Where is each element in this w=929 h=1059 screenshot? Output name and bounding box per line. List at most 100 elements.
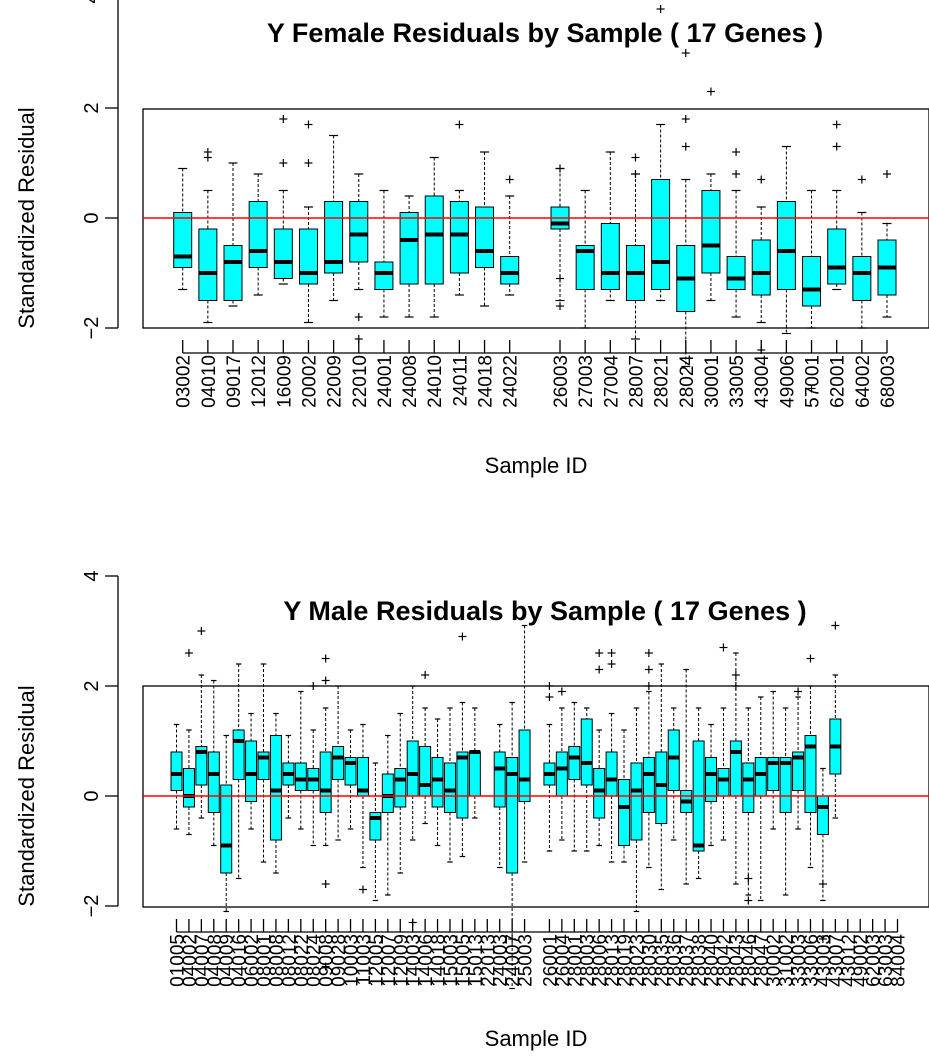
- box: [729, 652, 742, 885]
- box: [580, 707, 593, 852]
- outlier-point: [681, 115, 690, 123]
- x-tick-label: 04002: [180, 934, 201, 987]
- box-iqr: [456, 751, 469, 819]
- x-tick-label: 26001: [540, 934, 561, 987]
- outlier-point: [644, 682, 653, 690]
- box: [754, 696, 767, 902]
- outlier-point: [681, 49, 690, 57]
- x-tick-label: 24018: [476, 355, 497, 408]
- outlier-point: [595, 665, 604, 674]
- outlier-point: [732, 170, 741, 178]
- y-tick-label: 0: [81, 790, 103, 801]
- box: [257, 663, 270, 863]
- box: [751, 175, 771, 354]
- box: [701, 87, 721, 302]
- outlier-point: [607, 660, 616, 668]
- box: [493, 723, 506, 869]
- box: [332, 685, 345, 841]
- box-iqr: [319, 751, 332, 813]
- box: [625, 153, 645, 340]
- outlier-point: [595, 649, 604, 657]
- outlier-point: [631, 170, 640, 178]
- box: [344, 729, 357, 830]
- x-tick-label: 84004: [889, 934, 910, 987]
- outlier-point: [607, 649, 616, 657]
- x-axis: 0100504002040070400804009040160600208001…: [168, 919, 910, 987]
- x-tick-label: 28046: [739, 934, 760, 987]
- box-iqr: [273, 228, 293, 279]
- outlier-point: [757, 175, 766, 184]
- box-iqr: [406, 740, 419, 797]
- x-tick-label: 28013: [603, 934, 624, 987]
- x-tick-label: 14003: [404, 934, 425, 987]
- box-iqr: [248, 201, 268, 268]
- x-tick-label: 08022: [292, 934, 313, 987]
- outlier-point: [556, 164, 565, 173]
- box-iqr: [381, 773, 394, 813]
- box: [776, 145, 796, 335]
- box: [356, 723, 369, 894]
- box: [374, 189, 394, 318]
- x-tick-label: 33005: [727, 355, 748, 408]
- outlier-point: [508, 935, 517, 943]
- box: [269, 712, 282, 874]
- box: [182, 649, 195, 836]
- outlier-point: [321, 880, 330, 888]
- outlier-point: [857, 175, 866, 184]
- box: [443, 707, 456, 863]
- x-axis: 03002 04010 09017 12012 16009 20002 22009 22010…: [174, 340, 899, 408]
- box: [475, 151, 495, 307]
- x-tick-label: 04010: [199, 355, 220, 408]
- box-iqr: [269, 735, 282, 841]
- box-iqr: [493, 751, 506, 808]
- outlier-point: [807, 384, 816, 393]
- x-tick-label: 43012: [839, 934, 860, 987]
- box-iqr: [369, 812, 382, 841]
- outlier-point: [545, 693, 554, 701]
- x-tick-label: 62003: [864, 934, 885, 987]
- box: [726, 148, 746, 318]
- box: [207, 679, 220, 847]
- outlier-point: [706, 87, 715, 96]
- box: [630, 707, 643, 913]
- box: [829, 621, 842, 819]
- box: [543, 682, 556, 852]
- box-iqr: [399, 212, 419, 285]
- box: [767, 690, 780, 830]
- outlier-point: [731, 671, 740, 679]
- outlier-point: [732, 148, 741, 156]
- x-tick-label: 15005: [453, 934, 474, 987]
- box: [717, 643, 730, 841]
- x-tick-label: 25003: [516, 934, 537, 987]
- x-tick-label: 30001: [702, 355, 723, 408]
- box: [600, 151, 620, 302]
- box-iqr: [705, 757, 718, 802]
- box-iqr: [767, 757, 780, 791]
- box: [307, 682, 320, 847]
- box-iqr: [223, 245, 243, 301]
- box-iqr: [257, 751, 270, 780]
- chart-title: Y Female Residuals by Sample ( 17 Genes …: [267, 18, 823, 48]
- x-tick-label: 06002: [242, 934, 263, 987]
- box-iqr: [779, 757, 792, 813]
- x-tick-label: 24001: [375, 355, 396, 408]
- box: [705, 723, 718, 847]
- x-tick-label: 01005: [168, 934, 189, 987]
- box: [802, 189, 822, 393]
- y-tick-label: 2: [81, 102, 103, 113]
- box: [779, 707, 792, 896]
- x-tick-label: 12007: [379, 934, 400, 987]
- x-tick-label: 24008: [400, 355, 421, 408]
- box: [816, 767, 829, 943]
- box-iqr: [580, 718, 593, 786]
- box-iqr: [424, 195, 444, 285]
- box: [282, 734, 295, 819]
- box-iqr: [600, 223, 620, 290]
- box: [506, 701, 519, 990]
- box-iqr: [751, 239, 771, 296]
- box: [642, 649, 655, 869]
- box: [593, 649, 606, 847]
- x-tick-label: 28024: [677, 355, 698, 408]
- x-tick-label: 28006: [590, 934, 611, 987]
